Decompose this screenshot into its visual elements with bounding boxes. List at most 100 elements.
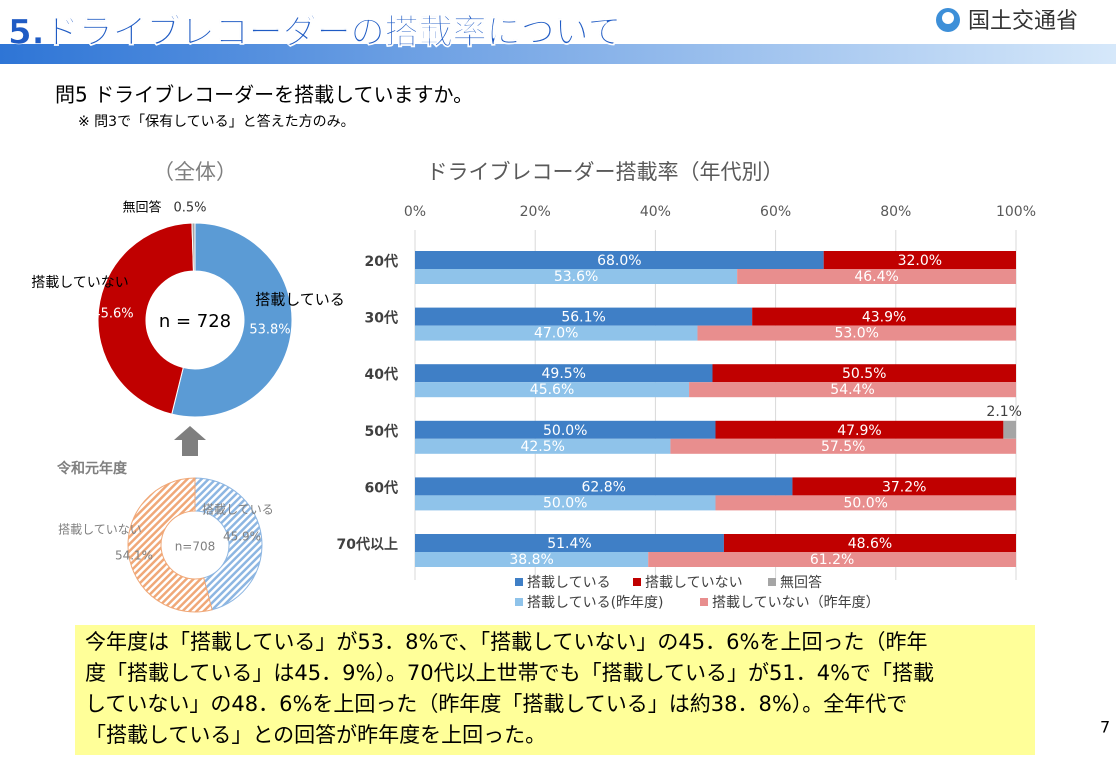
bar-segment xyxy=(415,325,698,341)
donut-category-label: 搭載している xyxy=(255,291,345,309)
bar-value-label: 45.6% xyxy=(530,382,574,398)
bar-value-label: 47.0% xyxy=(534,326,578,342)
bar-segment xyxy=(415,251,824,269)
summary-line: していない」の48．6%を上回った（昨年度「搭載している」は約38．8%）。全年… xyxy=(85,692,907,716)
legend-swatch xyxy=(633,578,641,586)
bar-value-label: 57.5% xyxy=(821,439,865,455)
bar-value-label: 46.4% xyxy=(854,269,898,285)
bar-segment xyxy=(415,552,649,567)
bar-value-label: 32.0% xyxy=(898,253,942,269)
bar-segment xyxy=(415,364,713,383)
bar-value-label: 50.5% xyxy=(842,366,886,382)
bar-value-label: 48.6% xyxy=(848,536,892,552)
legend-swatch xyxy=(700,598,708,606)
summary-line: 度「搭載している」は45．9%）。70代以上世帯でも「搭載している」が51．4%… xyxy=(85,661,934,685)
donut-segment xyxy=(97,222,194,415)
y-tick-label: 60代 xyxy=(365,479,398,496)
bar-value-label: 53.0% xyxy=(834,326,878,342)
donut-title: （全体） xyxy=(153,160,237,184)
donut-value-label: 45.6% xyxy=(92,307,133,322)
donut-center-label: n=708 xyxy=(175,540,216,554)
page-number: 7 xyxy=(1100,718,1110,737)
bar-value-label: 49.5% xyxy=(542,366,586,382)
donut-segment xyxy=(171,222,293,418)
donut-title: 令和元年度 xyxy=(56,460,128,477)
summary-line: 今年度は「搭載している」が53．8%で、「搭載していない」の45．6%を上回った… xyxy=(85,630,927,654)
up-arrow xyxy=(174,426,206,456)
legend-swatch xyxy=(515,598,523,606)
bar-segment xyxy=(415,534,724,552)
bar-segment xyxy=(415,269,738,284)
bar-segment xyxy=(712,364,1016,383)
bar-value-label: 50.0% xyxy=(844,495,888,511)
donut-value-label: 45.9% xyxy=(223,530,261,544)
x-tick-label: 100% xyxy=(996,204,1036,220)
bar-segment xyxy=(415,495,716,511)
bar-value-label: 54.4% xyxy=(830,382,874,398)
donut-center-label: n = 728 xyxy=(159,311,231,332)
y-tick-label: 30代 xyxy=(365,310,398,327)
x-tick-label: 80% xyxy=(880,204,911,220)
bar-segment xyxy=(415,438,671,454)
bar-value-label: 51.4% xyxy=(547,536,591,552)
donut-segment xyxy=(191,222,196,272)
bar-value-label: 53.6% xyxy=(554,269,598,285)
y-tick-label: 70代以上 xyxy=(337,536,398,553)
donut-value-label: 0.5% xyxy=(173,201,206,216)
summary-box xyxy=(75,625,1035,755)
bar-segment xyxy=(1003,420,1016,439)
legend-swatch xyxy=(515,578,523,586)
donut-segment xyxy=(127,477,213,613)
bar-value-label: 56.1% xyxy=(561,310,605,326)
logo-icon-inner xyxy=(942,12,954,24)
bar-segment xyxy=(415,382,690,398)
bar-value-label: 62.8% xyxy=(581,479,625,495)
bar-value-label: 43.9% xyxy=(862,310,906,326)
bar-segment xyxy=(415,420,716,439)
donut-category-label: 無回答 xyxy=(122,200,161,216)
x-tick-label: 0% xyxy=(404,204,426,220)
chart-title: ドライブレコーダー搭載率（年代別） xyxy=(427,160,784,184)
bar-value-label: 38.8% xyxy=(509,552,553,568)
logo-text: 国土交通省 xyxy=(968,9,1078,34)
bar-segment xyxy=(737,269,1016,284)
donut-category-label: 搭載していない xyxy=(31,275,129,291)
donut-category-label: 搭載している xyxy=(202,503,274,517)
bar-value-label: 61.2% xyxy=(810,552,854,568)
donut-segment xyxy=(194,477,263,611)
bar-value-label: 2.1% xyxy=(986,404,1022,420)
bar-segment xyxy=(648,552,1016,567)
bar-value-label: 42.5% xyxy=(520,439,564,455)
bar-segment xyxy=(823,251,1016,269)
x-tick-label: 20% xyxy=(520,204,551,220)
bar-value-label: 50.0% xyxy=(543,495,587,511)
legend-label: 搭載していない xyxy=(645,575,743,591)
note: ※ 問3で「保有している」と答えた方のみ。 xyxy=(78,113,355,130)
bar-segment xyxy=(415,477,793,496)
donut-value-label: 54.1% xyxy=(115,549,153,563)
bar-segment xyxy=(723,534,1016,552)
y-tick-label: 50代 xyxy=(365,423,398,440)
question: 問5 ドライブレコーダーを搭載していますか。 xyxy=(55,83,473,107)
bar-segment xyxy=(697,325,1016,341)
legend-swatch xyxy=(768,578,776,586)
donut-value-label: 53.8% xyxy=(249,323,290,338)
summary-line: 「搭載している」との回答が昨年度を上回った。 xyxy=(85,723,546,747)
bar-value-label: 47.9% xyxy=(837,423,881,439)
bar-segment xyxy=(715,495,1016,511)
x-tick-label: 40% xyxy=(640,204,671,220)
legend-label: 搭載している xyxy=(527,575,611,591)
bar-segment xyxy=(792,477,1016,496)
donut-category-label: 搭載していない xyxy=(58,523,142,537)
bar-segment xyxy=(415,307,753,326)
bar-segment xyxy=(715,420,1004,439)
legend-label: 無回答 xyxy=(780,574,822,591)
bar-segment xyxy=(689,382,1016,398)
y-tick-label: 40代 xyxy=(365,366,398,383)
bar-value-label: 37.2% xyxy=(882,479,926,495)
header-band xyxy=(0,44,1116,64)
bar-segment xyxy=(670,438,1016,454)
legend-label: 搭載している(昨年度) xyxy=(527,595,664,611)
bar-value-label: 68.0% xyxy=(597,253,641,269)
